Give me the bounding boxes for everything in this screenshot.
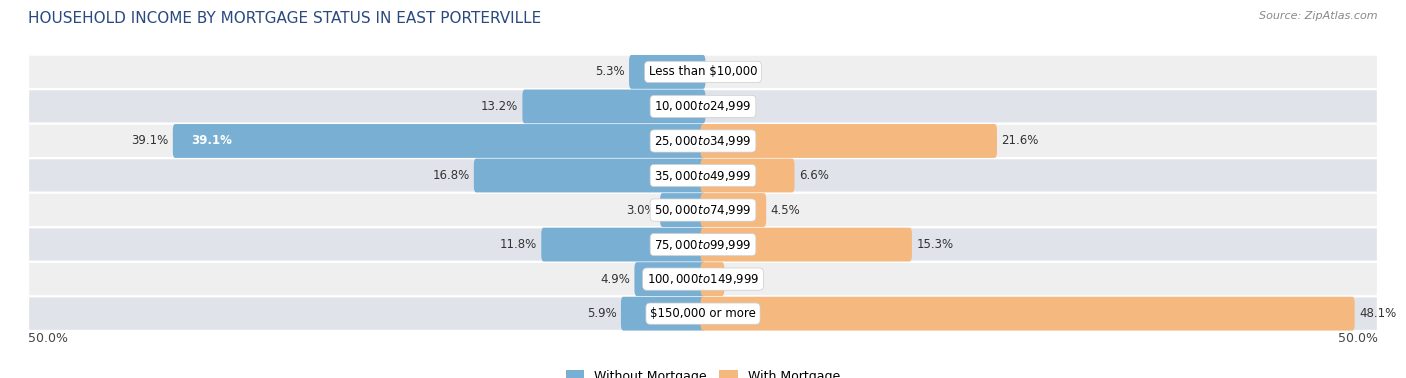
FancyBboxPatch shape bbox=[700, 228, 912, 262]
Text: 50.0%: 50.0% bbox=[1339, 332, 1378, 345]
FancyBboxPatch shape bbox=[28, 124, 1378, 158]
FancyBboxPatch shape bbox=[28, 227, 1378, 262]
FancyBboxPatch shape bbox=[541, 228, 706, 262]
Text: 21.6%: 21.6% bbox=[1001, 135, 1039, 147]
Text: 13.2%: 13.2% bbox=[481, 100, 517, 113]
Text: $100,000 to $149,999: $100,000 to $149,999 bbox=[647, 272, 759, 286]
Text: 5.9%: 5.9% bbox=[586, 307, 617, 320]
FancyBboxPatch shape bbox=[28, 296, 1378, 331]
Text: Less than $10,000: Less than $10,000 bbox=[648, 65, 758, 78]
Text: $25,000 to $34,999: $25,000 to $34,999 bbox=[654, 134, 752, 148]
FancyBboxPatch shape bbox=[173, 124, 706, 158]
Legend: Without Mortgage, With Mortgage: Without Mortgage, With Mortgage bbox=[561, 365, 845, 378]
FancyBboxPatch shape bbox=[700, 193, 766, 227]
Text: 1.4%: 1.4% bbox=[728, 273, 758, 286]
Text: 4.9%: 4.9% bbox=[600, 273, 630, 286]
Text: $50,000 to $74,999: $50,000 to $74,999 bbox=[654, 203, 752, 217]
FancyBboxPatch shape bbox=[628, 55, 706, 89]
Text: 16.8%: 16.8% bbox=[432, 169, 470, 182]
FancyBboxPatch shape bbox=[700, 124, 997, 158]
FancyBboxPatch shape bbox=[28, 158, 1378, 193]
Text: $75,000 to $99,999: $75,000 to $99,999 bbox=[654, 238, 752, 252]
Text: 50.0%: 50.0% bbox=[28, 332, 67, 345]
FancyBboxPatch shape bbox=[28, 193, 1378, 227]
Text: $150,000 or more: $150,000 or more bbox=[650, 307, 756, 320]
FancyBboxPatch shape bbox=[634, 262, 706, 296]
FancyBboxPatch shape bbox=[28, 89, 1378, 124]
Text: 3.0%: 3.0% bbox=[626, 203, 655, 217]
FancyBboxPatch shape bbox=[621, 297, 706, 331]
Text: 6.6%: 6.6% bbox=[799, 169, 828, 182]
FancyBboxPatch shape bbox=[28, 262, 1378, 296]
FancyBboxPatch shape bbox=[28, 55, 1378, 89]
Text: 39.1%: 39.1% bbox=[191, 135, 232, 147]
Text: Source: ZipAtlas.com: Source: ZipAtlas.com bbox=[1260, 11, 1378, 21]
Text: $35,000 to $49,999: $35,000 to $49,999 bbox=[654, 169, 752, 183]
Text: 39.1%: 39.1% bbox=[131, 135, 169, 147]
FancyBboxPatch shape bbox=[700, 262, 724, 296]
Text: HOUSEHOLD INCOME BY MORTGAGE STATUS IN EAST PORTERVILLE: HOUSEHOLD INCOME BY MORTGAGE STATUS IN E… bbox=[28, 11, 541, 26]
FancyBboxPatch shape bbox=[523, 90, 706, 123]
Text: 15.3%: 15.3% bbox=[917, 238, 953, 251]
Text: 48.1%: 48.1% bbox=[1360, 307, 1396, 320]
FancyBboxPatch shape bbox=[700, 159, 794, 192]
FancyBboxPatch shape bbox=[700, 297, 1354, 331]
Text: $10,000 to $24,999: $10,000 to $24,999 bbox=[654, 99, 752, 113]
Text: 11.8%: 11.8% bbox=[499, 238, 537, 251]
Text: 4.5%: 4.5% bbox=[770, 203, 800, 217]
Text: 5.3%: 5.3% bbox=[595, 65, 624, 78]
FancyBboxPatch shape bbox=[659, 193, 706, 227]
FancyBboxPatch shape bbox=[474, 159, 706, 192]
